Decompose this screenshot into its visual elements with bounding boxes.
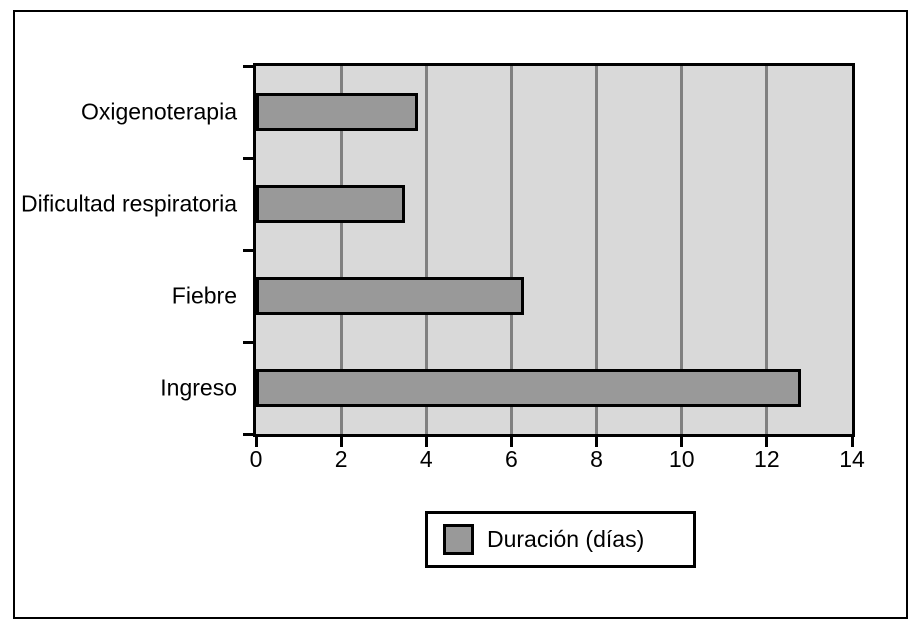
bar-dificultad-respiratoria (256, 185, 405, 223)
y-axis-tick (243, 64, 253, 68)
x-axis-tick-6 (509, 437, 513, 447)
x-axis-tick-4 (424, 437, 428, 447)
y-axis-tick (243, 156, 253, 160)
gridline-x-8 (595, 66, 599, 434)
x-axis-tick-14 (850, 437, 854, 447)
value-axis-labels: 0 2 4 6 8 10 12 14 (15, 446, 906, 474)
x-axis-label-4: 4 (419, 446, 433, 472)
y-axis-tick (243, 340, 253, 344)
category-label-fiebre: Fiebre (171, 282, 237, 309)
x-axis-tick-2 (339, 437, 343, 447)
category-label-oxigenoterapia: Oxigenoterapia (81, 98, 237, 125)
bar-ingreso (256, 369, 801, 407)
gridline-x-4 (424, 66, 428, 434)
x-axis-label-8: 8 (590, 446, 603, 472)
gridline-x-6 (509, 66, 513, 434)
plot-area (243, 63, 855, 447)
category-label-ingreso: Ingreso (160, 374, 237, 401)
x-axis-label-6: 6 (505, 446, 518, 472)
legend-swatch-icon (443, 524, 474, 555)
legend-label: Duración (días) (487, 526, 645, 552)
category-axis-labels: Oxigenoterapia Dificultad respiratoria Fie… (15, 63, 237, 437)
bar-fiebre (256, 277, 525, 315)
x-axis-tick-12 (765, 437, 769, 447)
category-label-dificultad-respiratoria: Dificultad respiratoria (20, 190, 237, 217)
x-axis-tick-8 (595, 437, 599, 447)
x-axis-label-12: 12 (754, 446, 780, 472)
gridline-x-10 (680, 66, 684, 434)
gridline-x-2 (339, 66, 343, 434)
bar-oxigenoterapia (256, 93, 418, 131)
legend: Duración (días) (425, 511, 696, 568)
x-axis-label-0: 0 (249, 446, 263, 472)
gridline-x-12 (765, 66, 769, 434)
y-axis-tick (243, 432, 253, 436)
x-axis-tick-10 (680, 437, 684, 447)
x-axis-label-14: 14 (839, 446, 865, 472)
x-axis-label-2: 2 (334, 446, 348, 472)
y-axis-tick (243, 248, 253, 252)
x-axis-label-10: 10 (668, 446, 695, 472)
chart-frame: Oxigenoterapia Dificultad respiratoria Fie… (13, 10, 908, 619)
x-axis-tick-0 (254, 437, 258, 447)
